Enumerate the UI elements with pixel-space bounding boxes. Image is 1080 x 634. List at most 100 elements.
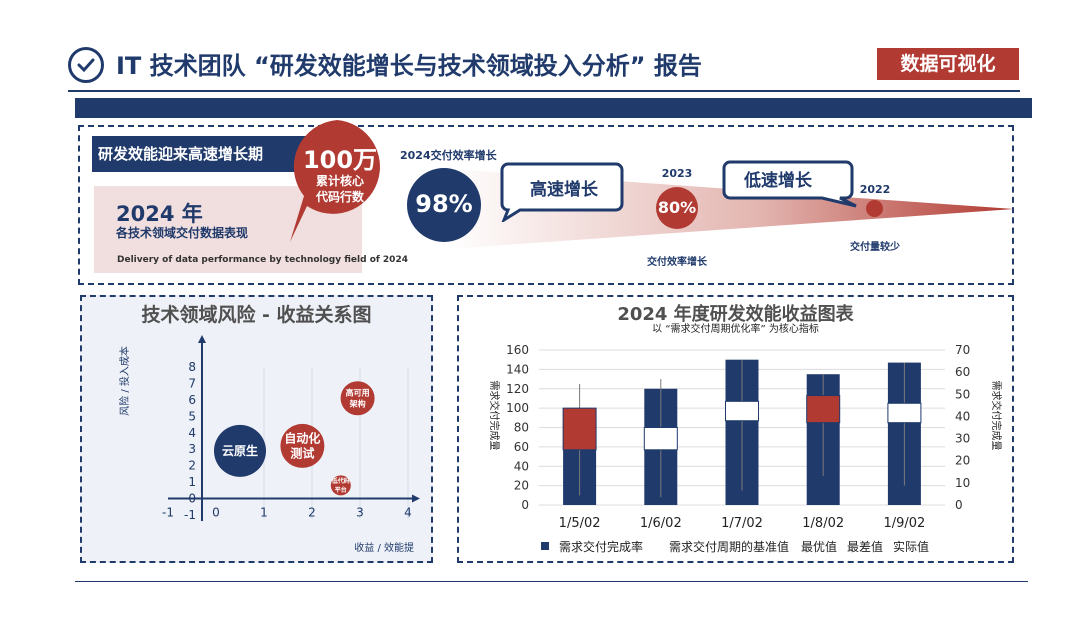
bar-box [806, 395, 841, 424]
bar-x-tick: 1/6/02 [640, 516, 682, 531]
bar-y-tick-right: 30 [955, 432, 970, 446]
bar-y-tick-left: 40 [514, 459, 529, 473]
label-2022: 2022 [859, 183, 891, 196]
legend-swatch [541, 542, 549, 550]
scatter-y-tick: 2 [188, 459, 196, 473]
bar-y-tick-right: 40 [955, 409, 970, 423]
legend-item: 实际值 [893, 539, 929, 554]
check-circle-icon [68, 47, 104, 83]
bar-y-tick-left: 20 [514, 479, 529, 493]
callout-slow: 低速增长 [744, 171, 812, 191]
code-lines-bubble [290, 120, 380, 242]
scatter-point-label: 高可用 [346, 387, 370, 397]
scatter-point [280, 423, 325, 468]
scatter-panel [80, 295, 433, 563]
scatter-x-label: 收益 / 效能提 [354, 541, 414, 554]
circle-2024 [407, 168, 481, 242]
page-title: IT 技术团队 “研发效能增长与技术领域投入分析” 报告 [116, 52, 702, 80]
bar-y-tick-left: 100 [506, 401, 529, 415]
legend-item: 最优值 [801, 539, 837, 554]
scatter-point [340, 381, 375, 416]
label-2024: 2024交付效率增长 [400, 149, 497, 162]
bar-y-tick-left: 60 [514, 440, 529, 454]
scatter-y-tick: 7 [188, 376, 196, 390]
bar-y-label-left: 需求交付完成量 [488, 381, 501, 451]
fast-callout-shape [500, 162, 624, 222]
bar-x-tick: 1/8/02 [802, 516, 844, 531]
growth-heading: 研发效能迎来高速增长期 [92, 136, 306, 172]
bar-y-tick-left: 160 [506, 343, 529, 357]
scatter-y-tick: -1 [184, 508, 196, 522]
caption-2023: 交付效率增长 [647, 257, 707, 268]
bar-panel [457, 295, 1014, 563]
header-rule [68, 90, 1020, 92]
year-english: Delivery of data performance by technolo… [117, 255, 408, 265]
data-viz-tag: 数据可视化 [877, 48, 1019, 80]
scatter-point-label: 自动化 [284, 430, 320, 445]
year-label: 2024 年 [116, 202, 203, 226]
bar-y-tick-right: 0 [955, 498, 963, 512]
value-2023: 80% [657, 198, 697, 217]
legend-item: 最差值 [847, 539, 883, 554]
bar-chart: 0 20 40 60 80 100 120 140 160 0 10 20 30 40 50 60 70 需求交付… [488, 343, 1003, 554]
scatter-point-label: 平台 [335, 486, 347, 494]
slow-callout-shape [722, 160, 857, 208]
bar-box [725, 400, 759, 422]
bar-y-tick-right: 20 [955, 454, 970, 468]
scatter-title: 技术领域风险 - 收益关系图 [141, 304, 372, 326]
callout-fast: 高速增长 [530, 180, 598, 200]
growth-panel [78, 125, 1014, 285]
circle-2022 [866, 200, 883, 217]
scatter-y-tick: 8 [188, 360, 196, 374]
scatter-point-label: 云原生 [222, 443, 258, 458]
bar-x-tick: 1/7/02 [721, 516, 763, 531]
footer-rule [75, 581, 1028, 582]
bar-y-tick-left: 0 [521, 498, 529, 512]
bar-x-tick: 1/9/02 [883, 516, 925, 531]
scatter-y-tick: 0 [188, 492, 196, 506]
scatter-y-arrow [198, 335, 206, 343]
scatter-x-tick: -1 [162, 506, 174, 520]
bar-y-tick-left: 80 [514, 421, 529, 435]
bar-x-tick: 1/5/02 [559, 516, 601, 531]
scatter-x-tick: 1 [260, 506, 268, 520]
header-band [75, 98, 1032, 118]
bar-y-label-right: 需求交付完成量 [990, 381, 1003, 451]
legend-item: 需求交付周期的基准值 [669, 539, 789, 554]
bar-y-tick-right: 50 [955, 387, 970, 401]
bar-box [887, 402, 922, 424]
bar-box [562, 407, 597, 451]
scatter-y-tick: 4 [188, 426, 196, 440]
scatter-point-label: 低代码 [331, 477, 350, 485]
scatter-y-label: 风险 / 投入成本 [118, 346, 131, 416]
scatter-x-tick: 3 [356, 506, 364, 520]
bar-title: 2024 年度研发效能收益图表 [617, 304, 854, 325]
legend-item: 需求交付完成率 [559, 539, 643, 554]
scatter-x-tick: 2 [308, 506, 316, 520]
bar-y-tick-left: 140 [506, 362, 529, 376]
scatter-y-tick: 6 [188, 393, 196, 407]
big-number-caption-1: 累计核心 [315, 174, 364, 188]
big-number: 100万 [302, 146, 378, 174]
label-2023: 2023 [661, 167, 693, 180]
year-subtitle: 各技术领域交付数据表现 [116, 226, 249, 240]
value-2024: 98% [415, 190, 473, 218]
bar-y-tick-right: 10 [955, 476, 970, 490]
bar-y-tick-left: 120 [506, 382, 529, 396]
bar-y-tick-right: 60 [955, 365, 970, 379]
big-number-caption-2: 代码行数 [315, 190, 364, 204]
bar-y-tick-right: 70 [955, 343, 970, 357]
scatter-y-tick: 3 [188, 442, 196, 456]
scatter-x-tick: 0 [212, 506, 220, 520]
scatter-x-arrow [412, 494, 420, 503]
scatter-y-tick: 5 [188, 409, 196, 423]
bar-subtitle: 以 “需求交付周期优化率” 为核心指标 [652, 324, 819, 335]
scatter-point-label: 架构 [349, 398, 366, 408]
scatter-y-tick: 1 [188, 475, 196, 489]
bar-box [643, 427, 678, 451]
circle-2023 [656, 187, 698, 229]
caption-2022: 交付量较少 [850, 242, 900, 253]
scatter-point-label: 测试 [290, 445, 314, 460]
scatter-point [214, 424, 266, 477]
